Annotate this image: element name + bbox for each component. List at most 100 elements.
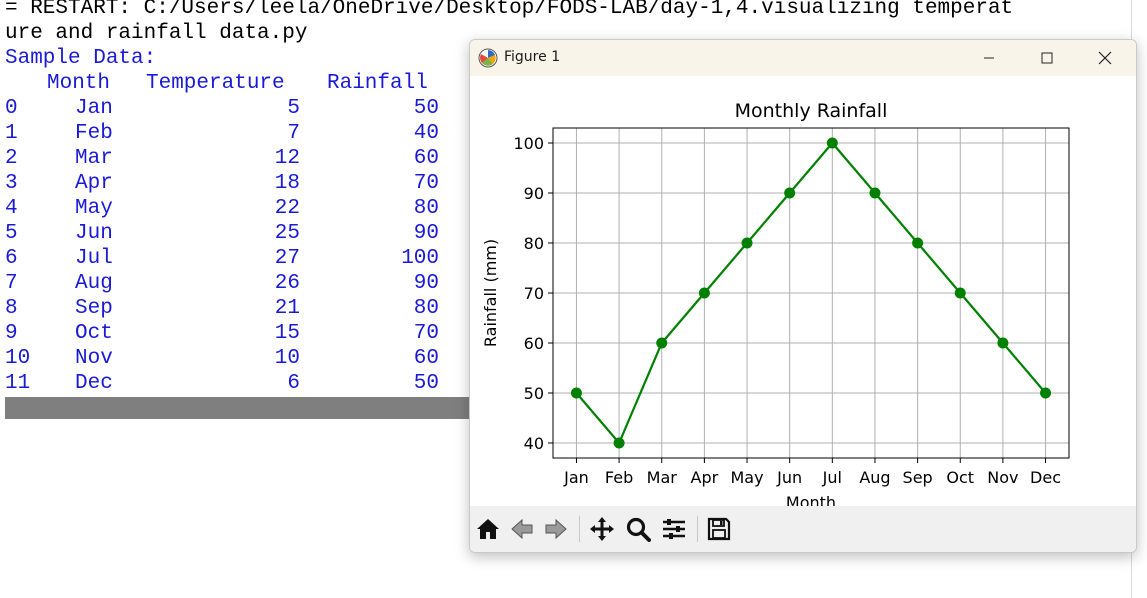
row-month: Mar <box>75 147 113 170</box>
save-button[interactable] <box>704 514 734 544</box>
row-rainfall: 50 <box>413 372 439 395</box>
row-index: 0 <box>5 97 18 120</box>
sample-data-label: Sample Data: <box>5 47 157 70</box>
maximize-icon <box>1041 52 1053 64</box>
pan-button[interactable] <box>587 514 617 544</box>
column-header-temperature: Temperature <box>146 72 285 95</box>
table-row: 3 Apr 18 70 <box>0 171 460 196</box>
data-point <box>1040 387 1052 399</box>
y-tick-label: 80 <box>524 234 544 253</box>
x-tick-label: Feb <box>605 468 633 487</box>
data-point <box>656 337 668 349</box>
window-title: Figure 1 <box>504 49 561 65</box>
table-row: 6 Jul 27 100 <box>0 246 460 271</box>
configure-subplots-icon <box>663 519 685 539</box>
table-row: 5 Jun 25 90 <box>0 221 460 246</box>
y-tick-label: 50 <box>524 384 544 403</box>
window-titlebar[interactable]: Figure 1 <box>470 40 1136 76</box>
row-index: 2 <box>5 147 18 170</box>
row-index: 4 <box>5 197 18 220</box>
column-header-rainfall: Rainfall <box>327 72 428 95</box>
data-point <box>869 187 881 199</box>
row-temperature: 26 <box>274 272 300 295</box>
row-temperature: 10 <box>274 347 300 370</box>
row-rainfall: 90 <box>413 272 439 295</box>
x-axis-label: Month <box>786 493 836 506</box>
row-temperature: 15 <box>274 322 300 345</box>
zoom-icon <box>626 517 651 542</box>
figure-window[interactable]: Figure 1 Jan Feb Mar Apr May Jun Jul Aug Sep Oct N… <box>469 39 1137 553</box>
row-rainfall: 80 <box>413 297 439 320</box>
restart-line: = RESTART: C:/Users/leela/OneDrive/Deskt… <box>5 0 1014 20</box>
minimize-icon <box>984 57 994 59</box>
data-point <box>570 387 582 399</box>
row-index: 8 <box>5 297 18 320</box>
data-point <box>912 237 924 249</box>
column-header-month: Month <box>47 72 111 95</box>
row-temperature: 6 <box>287 372 300 395</box>
row-index: 5 <box>5 222 18 245</box>
y-tick-label: 40 <box>524 434 544 453</box>
y-tick-label: 60 <box>524 334 544 353</box>
x-tick-label: Jun <box>776 468 802 487</box>
row-month: Sep <box>75 297 113 320</box>
zoom-button[interactable] <box>623 514 653 544</box>
configure-subplots-button[interactable] <box>659 514 689 544</box>
forward-arrow-icon <box>545 518 567 540</box>
x-tick-label: Oct <box>946 468 974 487</box>
row-index: 9 <box>5 322 18 345</box>
rainfall-line-chart: Jan Feb Mar Apr May Jun Jul Aug Sep Oct Nov Dec 40 50… <box>481 100 1070 506</box>
minimize-button[interactable] <box>960 40 1018 76</box>
table-row: 0 Jan 5 50 <box>0 96 460 121</box>
shell-output-bar <box>5 397 475 419</box>
x-tick-label: Nov <box>987 468 1018 487</box>
row-month: Jun <box>75 222 113 245</box>
row-temperature: 21 <box>274 297 300 320</box>
row-index: 7 <box>5 272 18 295</box>
row-month: May <box>75 197 113 220</box>
row-rainfall: 50 <box>413 97 439 120</box>
y-tick-label: 90 <box>524 184 544 203</box>
row-temperature: 7 <box>287 122 300 145</box>
y-tick-label: 70 <box>524 284 544 303</box>
table-row: 8 Sep 21 80 <box>0 296 460 321</box>
back-arrow-icon <box>511 518 533 540</box>
home-button[interactable] <box>473 514 503 544</box>
row-rainfall: 60 <box>413 147 439 170</box>
row-temperature: 18 <box>274 172 300 195</box>
row-rainfall: 90 <box>413 222 439 245</box>
table-row: 10 Nov 10 60 <box>0 346 460 371</box>
table-row: 11 Dec 6 50 <box>0 371 460 396</box>
row-index: 10 <box>5 347 31 370</box>
x-tick-label: Sep <box>903 468 933 487</box>
forward-button[interactable] <box>541 514 571 544</box>
figure-canvas[interactable]: Jan Feb Mar Apr May Jun Jul Aug Sep Oct Nov Dec 40 50… <box>470 76 1136 506</box>
data-point <box>997 337 1009 349</box>
matplotlib-icon <box>478 48 498 68</box>
data-point <box>954 287 966 299</box>
row-month: Apr <box>75 172 113 195</box>
row-temperature: 5 <box>287 97 300 120</box>
row-month: Nov <box>75 347 113 370</box>
back-button[interactable] <box>507 514 537 544</box>
row-index: 3 <box>5 172 18 195</box>
row-month: Feb <box>75 122 113 145</box>
row-rainfall: 80 <box>413 197 439 220</box>
table-row: 9 Oct 15 70 <box>0 321 460 346</box>
data-point <box>698 287 710 299</box>
maximize-button[interactable] <box>1018 40 1076 76</box>
x-tick-label: Jan <box>563 468 589 487</box>
home-icon <box>477 519 499 539</box>
row-index: 6 <box>5 247 18 270</box>
pan-icon <box>590 517 614 541</box>
row-index: 11 <box>5 372 31 395</box>
table-row: 1 Feb 7 40 <box>0 121 460 146</box>
chart-title: Monthly Rainfall <box>735 100 888 122</box>
data-point <box>826 137 838 149</box>
series-line <box>575 141 1047 446</box>
x-tick-label: Aug <box>859 468 890 487</box>
row-rainfall: 60 <box>413 347 439 370</box>
x-tick-label: Mar <box>647 468 678 487</box>
close-button[interactable] <box>1076 40 1134 76</box>
close-icon <box>1098 51 1112 65</box>
